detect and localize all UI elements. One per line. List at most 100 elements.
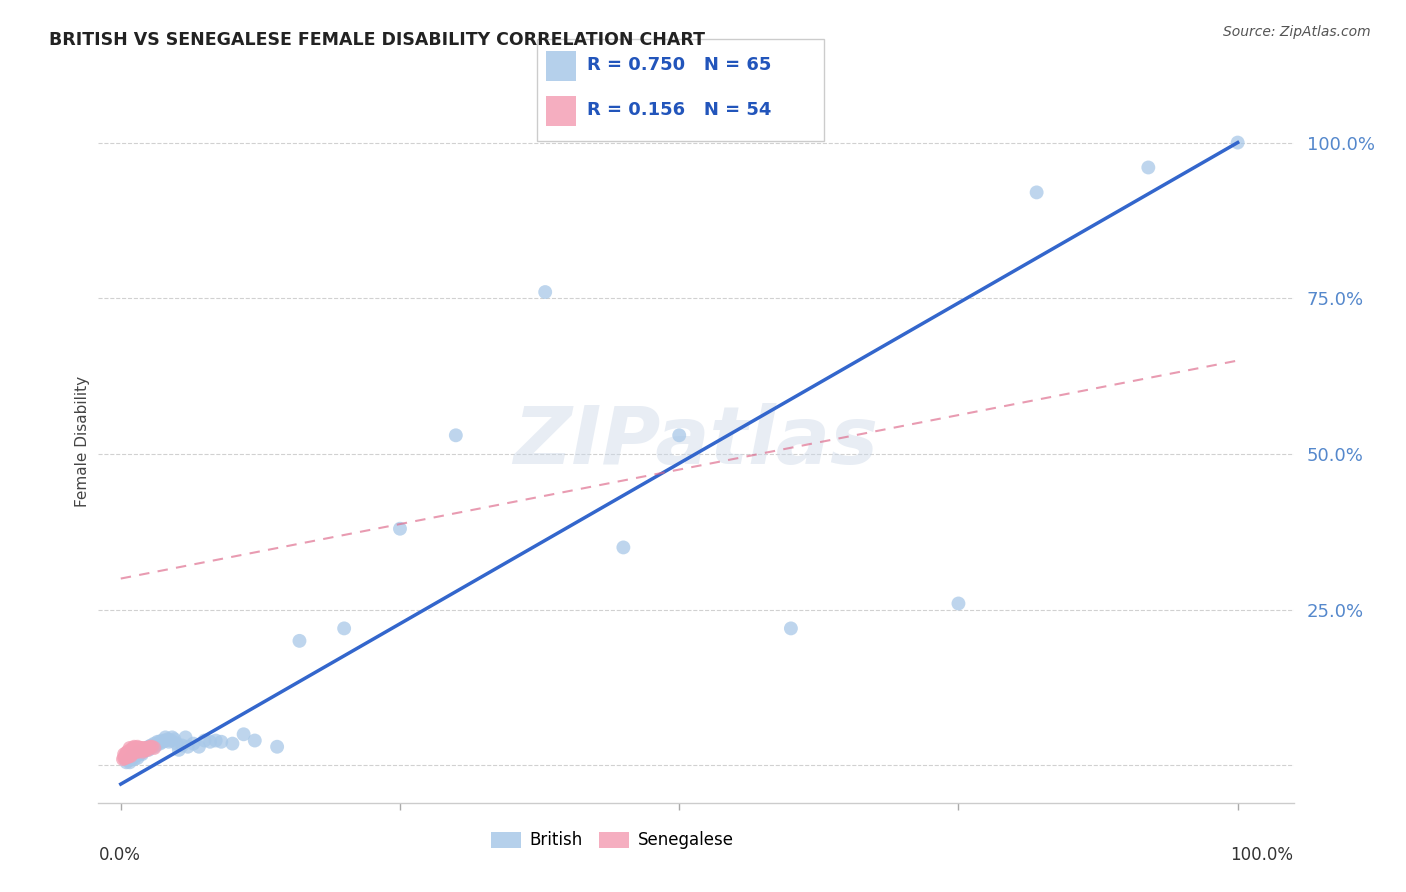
Point <box>143 741 166 756</box>
Point <box>122 745 145 759</box>
Legend: British, Senegalese: British, Senegalese <box>484 824 741 856</box>
Point <box>1025 186 1047 200</box>
Point <box>388 522 411 536</box>
Point <box>115 749 138 764</box>
Point <box>128 743 150 757</box>
Point <box>128 743 150 757</box>
Point <box>122 741 145 756</box>
Point <box>145 738 167 752</box>
Point <box>131 741 153 756</box>
Point <box>129 741 152 756</box>
Point <box>112 751 135 765</box>
Point <box>534 285 557 299</box>
Point <box>139 741 162 756</box>
Point <box>122 752 145 766</box>
Point <box>134 743 156 757</box>
Point <box>149 735 172 749</box>
Point <box>117 750 139 764</box>
Point <box>221 737 243 751</box>
Point <box>163 732 186 747</box>
Point <box>333 621 356 635</box>
Point <box>115 746 138 760</box>
Point <box>668 428 690 442</box>
Point <box>121 743 143 757</box>
Point <box>156 732 179 747</box>
Point <box>117 749 139 764</box>
Bar <box>546 95 575 126</box>
Point <box>121 752 143 766</box>
Point <box>128 745 150 759</box>
Point <box>444 428 467 442</box>
Point <box>204 733 226 747</box>
Point <box>122 745 145 759</box>
Y-axis label: Female Disability: Female Disability <box>75 376 90 508</box>
Point <box>127 741 149 756</box>
Point <box>155 733 177 747</box>
Point <box>117 746 139 760</box>
Bar <box>546 51 575 80</box>
Point <box>157 735 180 749</box>
Point <box>177 739 200 754</box>
Point <box>160 731 183 745</box>
Point <box>132 743 155 757</box>
Point <box>141 739 163 754</box>
Point <box>125 743 148 757</box>
Point <box>134 743 156 757</box>
Point <box>121 749 143 764</box>
Point <box>138 743 160 757</box>
Point <box>121 746 143 760</box>
Point <box>149 737 172 751</box>
Point <box>121 747 143 762</box>
Text: R = 0.156   N = 54: R = 0.156 N = 54 <box>588 101 772 119</box>
Point <box>1226 136 1249 150</box>
Point <box>143 739 166 754</box>
Point <box>131 743 153 757</box>
Point <box>128 747 150 762</box>
Point <box>288 633 311 648</box>
Point <box>198 735 221 749</box>
Point <box>193 733 215 747</box>
Text: BRITISH VS SENEGALESE FEMALE DISABILITY CORRELATION CHART: BRITISH VS SENEGALESE FEMALE DISABILITY … <box>49 31 706 49</box>
Point <box>135 741 157 756</box>
Point <box>124 749 146 764</box>
Point <box>167 743 190 757</box>
Text: R = 0.750   N = 65: R = 0.750 N = 65 <box>588 55 772 73</box>
Point <box>129 746 152 760</box>
Point <box>124 741 146 756</box>
Point <box>112 747 135 762</box>
Point <box>232 727 254 741</box>
Point <box>117 747 139 762</box>
Point <box>129 743 152 757</box>
Point <box>117 754 139 768</box>
Point <box>127 751 149 765</box>
Point <box>120 743 142 757</box>
Point <box>128 745 150 759</box>
Point <box>127 746 149 760</box>
Point <box>948 597 970 611</box>
Point <box>780 621 803 635</box>
Point <box>1137 161 1160 175</box>
Point <box>141 739 163 754</box>
Point <box>138 741 160 756</box>
Point <box>120 751 142 765</box>
Point <box>114 749 136 764</box>
Point <box>128 741 150 756</box>
Point <box>118 756 141 770</box>
Point <box>115 756 138 770</box>
Point <box>146 735 169 749</box>
Point <box>138 739 160 754</box>
Point <box>132 745 155 759</box>
Point <box>134 743 156 757</box>
Point <box>187 739 209 754</box>
Point <box>143 737 166 751</box>
Text: 0.0%: 0.0% <box>98 847 141 864</box>
Point <box>111 752 134 766</box>
Point <box>132 743 155 757</box>
Point <box>125 745 148 759</box>
Point <box>152 735 174 749</box>
Text: Source: ZipAtlas.com: Source: ZipAtlas.com <box>1223 25 1371 39</box>
Point <box>120 746 142 760</box>
Point <box>612 541 634 555</box>
FancyBboxPatch shape <box>537 39 824 141</box>
Text: ZIPatlas: ZIPatlas <box>513 402 879 481</box>
